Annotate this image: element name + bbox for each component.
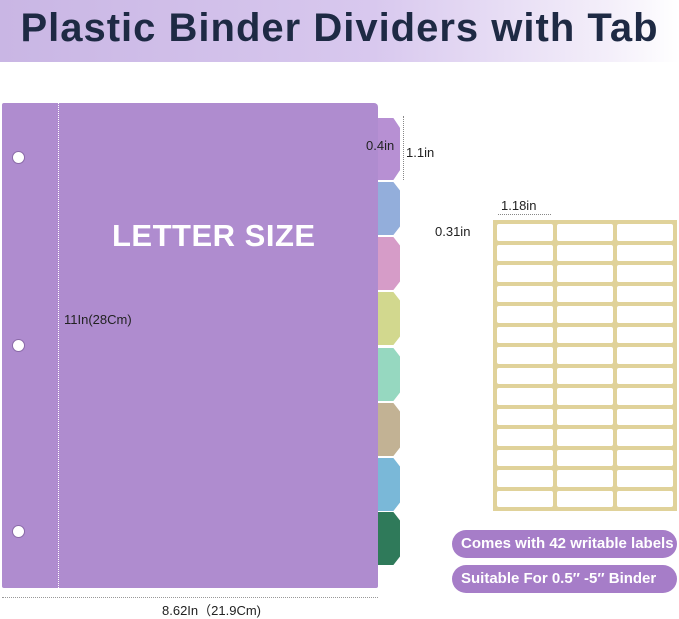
label-cell [497,367,553,384]
label-cell [557,408,613,425]
label-cell [497,388,553,405]
punch-hole [12,525,25,538]
label-cell [617,367,673,384]
label-cell [617,265,673,282]
label-cell [557,224,613,241]
label-cell [557,470,613,487]
label-cell [617,347,673,364]
label-width: 1.18in [501,198,537,213]
divider-tab [378,348,400,401]
label-cell [617,326,673,343]
label-cell [497,224,553,241]
label-cell [557,265,613,282]
label-cell [557,429,613,446]
letter-size-text: LETTER SIZE [112,218,316,253]
dimension-line [403,116,404,180]
label-cell [497,490,553,507]
label-cell [557,449,613,466]
dimension-line [498,214,551,215]
label-cell [557,326,613,343]
label-cell [617,429,673,446]
label-cell [497,326,553,343]
label-cell [617,470,673,487]
label-height: 0.31in [435,224,471,239]
page-title: Plastic Binder Dividers with Tab [20,6,659,50]
label-cell [557,306,613,323]
binder-divider [2,103,378,588]
height-label: 11In(28Cm) [64,312,132,327]
label-cell [557,367,613,384]
divider-tab [378,403,400,456]
label-cell [497,244,553,261]
label-cell [497,408,553,425]
label-cell [557,347,613,364]
label-cell [497,285,553,302]
dimension-line [2,597,378,598]
divider-tab [378,182,400,235]
label-cell [617,244,673,261]
label-cell [497,265,553,282]
label-cell [497,470,553,487]
divider-tab [378,458,400,511]
label-cell [617,306,673,323]
label-cell [617,408,673,425]
label-cell [497,449,553,466]
label-cell [557,490,613,507]
label-cell [617,285,673,302]
punch-hole [12,151,25,164]
dimension-line [58,100,59,588]
label-cell [617,224,673,241]
divider-tab [378,292,400,345]
label-cell [557,244,613,261]
label-cell [617,388,673,405]
title-banner [0,0,679,62]
divider-tab [378,237,400,290]
label-cell [497,429,553,446]
width-label: 8.62In（21.9Cm) [162,603,261,618]
tab-depth-label: 0.4in [366,138,395,153]
tab-height-label: 1.1in [406,145,435,160]
label-cell [557,285,613,302]
punch-hole [12,339,25,352]
label-cell [497,347,553,364]
label-cell [497,306,553,323]
feature-pill: Suitable For 0.5″ -5″ Binder [452,565,677,593]
label-cell [617,449,673,466]
divider-tab [378,118,400,180]
feature-pill: Comes with 42 writable labels [452,530,677,558]
divider-tab [378,512,400,565]
label-cell [617,490,673,507]
label-cell [557,388,613,405]
label-sheet [493,220,677,511]
